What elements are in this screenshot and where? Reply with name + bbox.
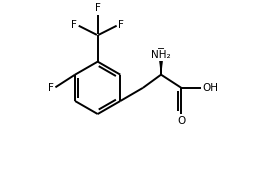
Polygon shape <box>158 48 164 75</box>
Text: F: F <box>95 3 100 13</box>
Text: NH₂: NH₂ <box>151 50 171 60</box>
Text: F: F <box>118 20 124 30</box>
Text: O: O <box>177 116 185 126</box>
Text: OH: OH <box>202 83 218 93</box>
Text: F: F <box>71 20 77 30</box>
Text: F: F <box>48 83 54 93</box>
